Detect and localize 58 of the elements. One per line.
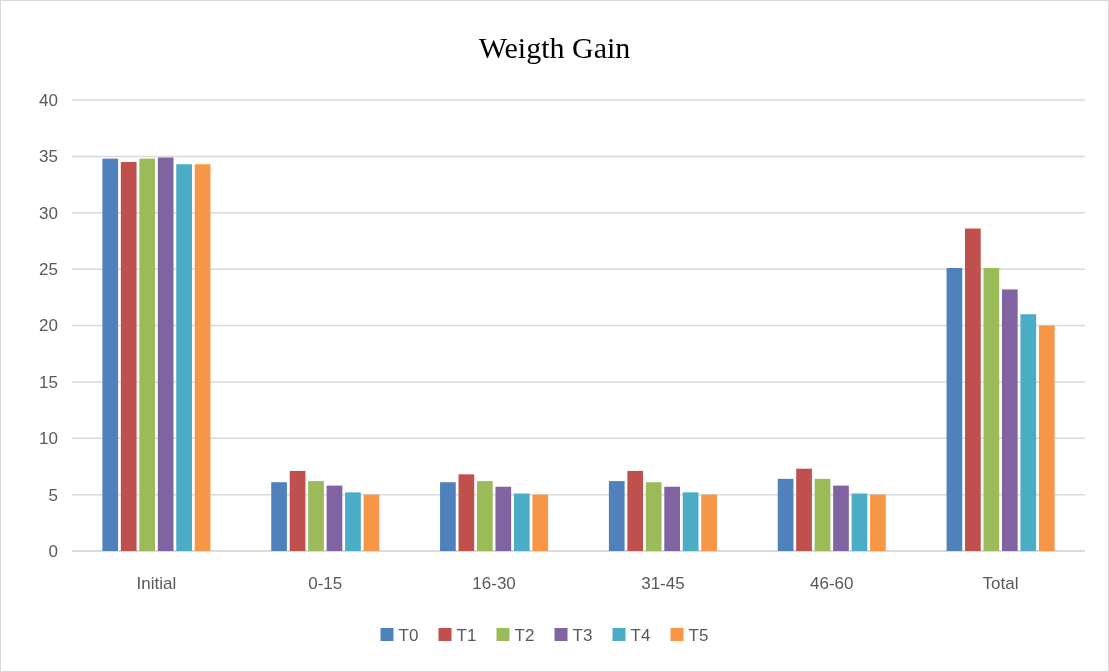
y-tick-label: 30 — [39, 203, 58, 223]
bar — [308, 481, 324, 551]
bar — [477, 481, 493, 551]
y-tick-label: 0 — [48, 541, 58, 561]
bar — [664, 486, 680, 551]
bar — [194, 164, 211, 551]
bar — [814, 478, 831, 551]
bar — [271, 482, 287, 551]
bar — [833, 485, 849, 551]
bar — [682, 492, 699, 551]
y-tick-label: 5 — [48, 485, 58, 505]
y-tick-label: 25 — [39, 260, 58, 280]
bar — [627, 470, 644, 551]
bar — [513, 493, 530, 551]
bar — [796, 468, 812, 551]
legend-label: T2 — [514, 626, 535, 645]
bar — [1001, 289, 1018, 551]
legend-label: T3 — [572, 626, 593, 645]
chart-title: Weigth Gain — [478, 31, 631, 64]
bar — [458, 474, 475, 551]
bar — [102, 158, 119, 551]
bar — [440, 482, 456, 551]
bar — [1038, 325, 1055, 551]
y-tick-label: 10 — [39, 429, 58, 449]
y-tick-label: 35 — [39, 147, 58, 167]
bar — [326, 485, 343, 551]
bar — [946, 268, 963, 551]
x-tick-label: Total — [982, 574, 1019, 593]
legend-label: T4 — [630, 626, 651, 645]
bar — [345, 492, 361, 551]
bar — [363, 494, 380, 551]
bar — [176, 164, 192, 551]
bar — [870, 494, 886, 551]
x-tick-label: 46-60 — [810, 574, 854, 593]
bar — [965, 228, 981, 551]
y-tick-label: 15 — [39, 372, 58, 392]
legend-label: T5 — [688, 626, 709, 645]
bar — [645, 482, 662, 551]
bar — [289, 470, 306, 551]
bar — [701, 494, 717, 551]
bar — [120, 162, 137, 551]
x-tick-label: 31-45 — [641, 574, 685, 593]
x-tick-label: 16-30 — [472, 574, 516, 593]
legend-label: T0 — [398, 626, 419, 645]
x-tick-label: 0-15 — [308, 574, 343, 593]
y-tick-label: 40 — [39, 90, 58, 110]
bar — [532, 494, 549, 551]
bar — [139, 158, 156, 551]
bar — [157, 157, 174, 551]
bar — [495, 486, 512, 551]
bar — [983, 268, 1000, 551]
bar — [608, 481, 625, 551]
legend-label: T1 — [456, 626, 477, 645]
y-tick-label: 20 — [39, 316, 58, 336]
x-tick-label: Initial — [136, 574, 177, 593]
bar — [1020, 314, 1037, 551]
bar — [851, 493, 868, 551]
bar — [777, 478, 794, 551]
